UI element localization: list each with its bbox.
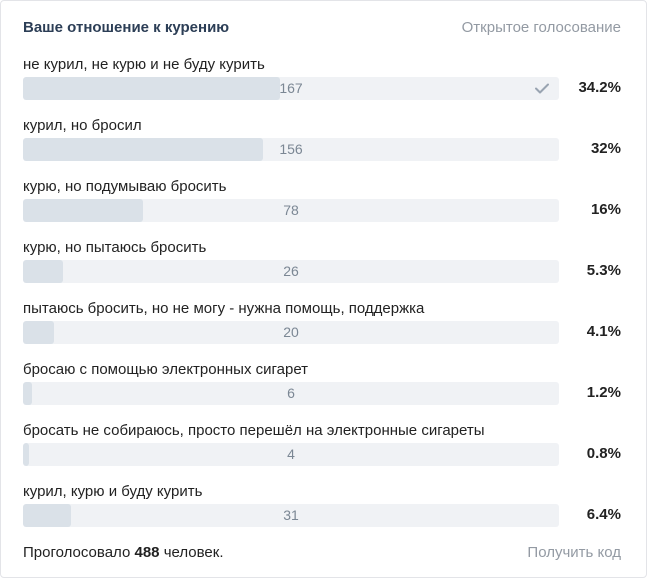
option-vote-count: 26 [283, 263, 299, 279]
option-label: бросать не собираюсь, просто перешёл на … [23, 422, 485, 439]
votes-suffix: человек. [163, 544, 224, 561]
poll-options: не курил, не курю и не буду курить 167 34.… [1, 56, 646, 544]
option-label: пытаюсь бросить, но не могу - нужна помо… [23, 300, 425, 317]
votes-prefix: Проголосовало [23, 544, 131, 561]
option-bar-track: 26 [23, 260, 559, 283]
option-percent: 16% [590, 201, 621, 218]
option-vote-count: 167 [279, 80, 303, 96]
option-label: курю, но подумываю бросить [23, 178, 227, 195]
option-percent: 1.2% [586, 384, 621, 401]
poll-option[interactable]: бросаю с помощью электронных сигарет 6 1.2… [1, 361, 646, 422]
option-bar-fill [23, 77, 280, 100]
total-votes: 488 [134, 544, 160, 561]
option-bar-fill [23, 504, 72, 527]
poll-option[interactable]: курил, курю и буду курить 31 6.4% [1, 483, 646, 544]
option-label: курил, курю и буду курить [23, 483, 203, 500]
option-percent: 6.4% [586, 506, 621, 523]
option-bar-track: 20 [23, 321, 559, 344]
option-bar-track: 4 [23, 443, 559, 466]
option-vote-count: 20 [283, 324, 299, 340]
votes-summary: Проголосовало 488 человек. [23, 544, 223, 561]
poll-option[interactable]: пытаюсь бросить, но не могу - нужна помо… [1, 300, 646, 361]
poll-option[interactable]: курю, но подумываю бросить 78 16% [1, 178, 646, 239]
option-bar-fill [23, 382, 32, 405]
poll-option[interactable]: курил, но бросил 156 32% [1, 117, 646, 178]
option-bar-track: 31 [23, 504, 559, 527]
option-percent: 34.2% [578, 79, 621, 96]
option-bar-track: 78 [23, 199, 559, 222]
option-bar-fill [23, 138, 264, 161]
option-label: не курил, не курю и не буду курить [23, 56, 265, 73]
option-percent: 5.3% [586, 262, 621, 279]
option-bar-fill [23, 443, 29, 466]
option-bar-fill [23, 260, 63, 283]
option-percent: 0.8% [586, 445, 621, 462]
option-vote-count: 4 [287, 446, 295, 462]
option-bar-track: 156 [23, 138, 559, 161]
poll-option[interactable]: бросать не собираюсь, просто перешёл на … [1, 422, 646, 483]
option-percent: 4.1% [586, 323, 621, 340]
option-percent: 32% [590, 140, 621, 157]
option-bar-track: 167 [23, 77, 559, 100]
option-label: бросаю с помощью электронных сигарет [23, 361, 309, 378]
option-label: курил, но бросил [23, 117, 142, 134]
option-vote-count: 6 [287, 385, 295, 401]
poll-option[interactable]: курю, но пытаюсь бросить 26 5.3% [1, 239, 646, 300]
check-icon [535, 83, 549, 94]
option-label: курю, но пытаюсь бросить [23, 239, 207, 256]
option-vote-count: 156 [279, 141, 303, 157]
option-bar-fill [23, 321, 54, 344]
poll-option[interactable]: не курил, не курю и не буду курить 167 34.… [1, 56, 646, 117]
option-bar-track: 6 [23, 382, 559, 405]
poll-title: Ваше отношение к курению [23, 19, 230, 36]
option-vote-count: 31 [283, 507, 299, 523]
poll-type-label: Открытое голосование [461, 19, 621, 36]
get-code-link[interactable]: Получить код [527, 544, 621, 561]
option-bar-fill [23, 199, 144, 222]
option-vote-count: 78 [283, 202, 299, 218]
